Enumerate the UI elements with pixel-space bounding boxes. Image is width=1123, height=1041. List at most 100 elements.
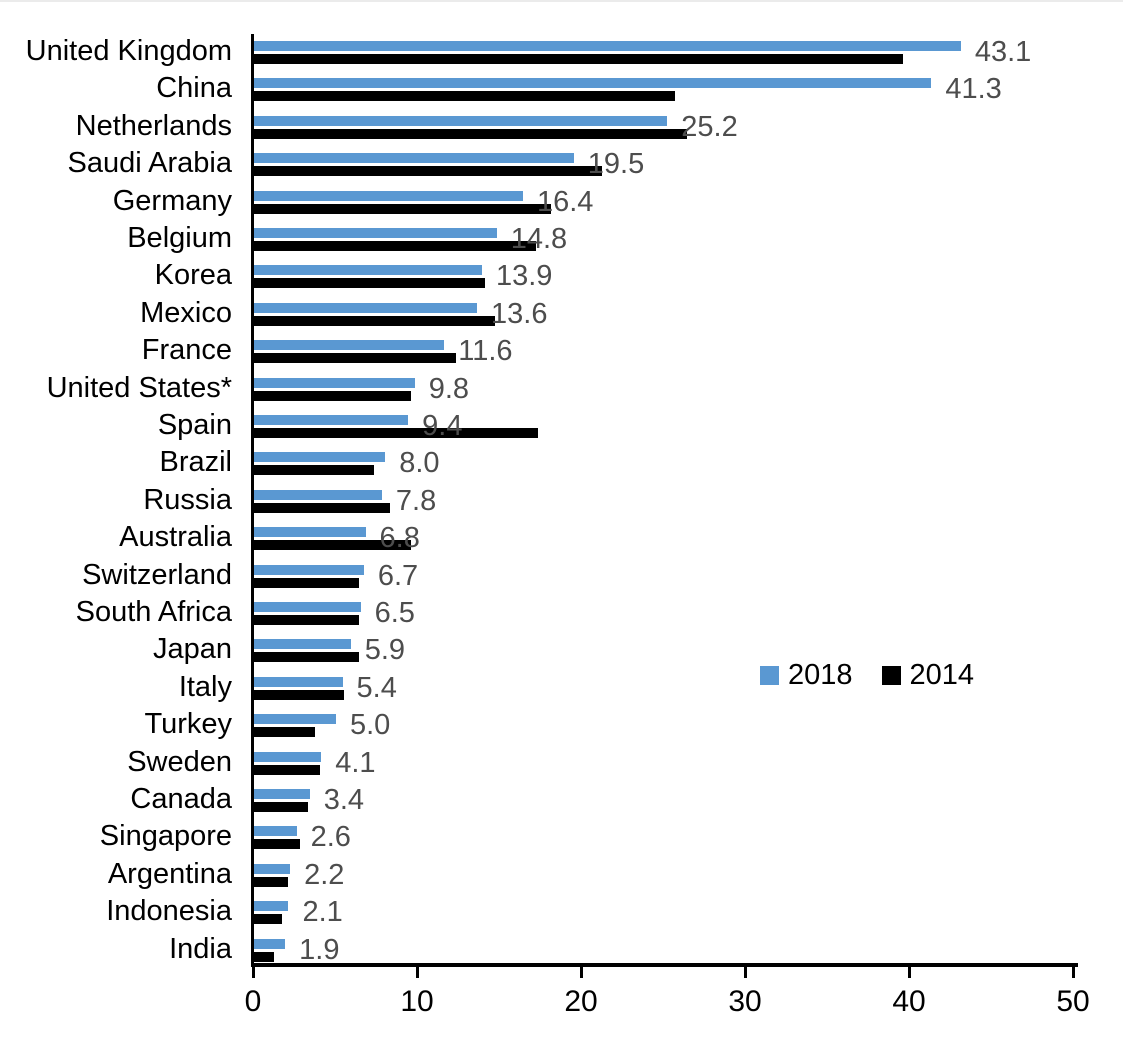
x-tick-label-0: 0 (244, 985, 262, 1018)
bar-2018-belgium (254, 228, 497, 238)
bar-2014-india (254, 951, 274, 962)
value-label-brazil: 8.0 (399, 447, 440, 480)
bar-2018-italy (254, 676, 343, 687)
top-border-line (0, 0, 1123, 2)
chart-legend: 2018 2014 (760, 659, 975, 691)
bar-2014-turkey (254, 727, 315, 738)
category-label-saudi-arabia: Saudi Arabia (67, 147, 232, 180)
value-label-sweden: 4.1 (335, 746, 376, 779)
category-label-turkey: Turkey (144, 708, 232, 741)
bar-2014-spain (254, 428, 538, 438)
y-axis-line (251, 34, 254, 967)
value-label-argentina: 2.2 (304, 858, 345, 891)
category-label-china: China (156, 72, 232, 105)
bar-2018-united-kingdom (254, 41, 961, 51)
legend-label-2014: 2014 (909, 659, 975, 691)
bar-2014-switzerland (254, 577, 359, 588)
value-label-singapore: 2.6 (310, 821, 351, 854)
category-label-germany: Germany (112, 184, 232, 217)
bar-2014-south-africa (254, 615, 359, 625)
x-tick-30 (744, 967, 747, 978)
bar-2014-japan (254, 652, 359, 663)
bar-2018-turkey (254, 714, 336, 725)
x-tick-10 (416, 967, 419, 978)
x-axis-line (251, 963, 1078, 967)
bar-2018-australia (254, 527, 366, 538)
value-label-switzerland: 6.7 (377, 559, 419, 592)
x-tick-label-40: 40 (892, 985, 926, 1018)
value-label-italy: 5.4 (356, 671, 397, 704)
category-label-japan: Japan (152, 633, 232, 666)
category-label-korea: Korea (154, 259, 232, 292)
category-label-argentina: Argentina (107, 857, 232, 890)
value-label-russia: 7.8 (395, 484, 437, 517)
x-tick-label-30: 30 (728, 985, 762, 1018)
bar-2018-russia (254, 489, 382, 500)
bar-2018-south-africa (254, 602, 361, 612)
category-label-netherlands: Netherlands (75, 109, 232, 142)
value-label-india: 1.9 (299, 933, 340, 966)
bar-2014-singapore (254, 839, 300, 850)
value-label-indonesia: 2.1 (302, 896, 343, 929)
category-label-united-kingdom: United Kingdom (25, 35, 232, 67)
category-label-canada: Canada (130, 783, 232, 815)
value-label-belgium: 14.8 (510, 223, 568, 255)
bar-2018-korea (254, 265, 482, 276)
category-label-india: India (169, 932, 232, 965)
value-label-united-states: 9.8 (428, 372, 470, 405)
bar-2014-mexico (254, 315, 496, 326)
category-label-russia: Russia (143, 483, 232, 516)
bar-2018-france (254, 340, 445, 351)
bar-2018-indonesia (254, 901, 289, 912)
bar-2018-spain (254, 415, 409, 425)
bar-2014-germany (254, 203, 551, 214)
value-label-saudi-arabia: 19.5 (587, 148, 645, 181)
value-label-spain: 9.4 (422, 410, 463, 442)
bar-2018-canada (254, 789, 310, 799)
bar-2018-sweden (254, 751, 322, 762)
value-label-canada: 3.4 (323, 784, 365, 816)
bar-2018-argentina (254, 863, 291, 874)
bar-2018-mexico (254, 302, 478, 313)
x-tick-label-20: 20 (564, 985, 598, 1018)
category-label-indonesia: Indonesia (106, 895, 232, 928)
bar-2014-sweden (254, 764, 320, 775)
bar-2018-singapore (254, 826, 297, 837)
category-label-sweden: Sweden (127, 745, 232, 778)
bar-2014-brazil (254, 465, 374, 476)
x-tick-50 (1072, 967, 1075, 978)
bar-2014-netherlands (254, 128, 687, 139)
bar-2014-korea (254, 278, 486, 289)
bar-2018-saudi-arabia (254, 153, 574, 164)
category-label-south-africa: South Africa (75, 596, 232, 628)
bar-2014-russia (254, 502, 391, 513)
category-label-italy: Italy (178, 670, 232, 703)
bar-2014-united-states (254, 390, 412, 401)
bar-2014-italy (254, 689, 345, 700)
legend-swatch-2014 (881, 665, 901, 685)
bar-2018-switzerland (254, 564, 364, 575)
x-tick-40 (908, 967, 911, 978)
legend-label-2018: 2018 (788, 659, 853, 691)
bar-2014-china (254, 91, 676, 102)
bar-2018-japan (254, 639, 351, 650)
value-label-japan: 5.9 (364, 634, 406, 667)
category-label-australia: Australia (119, 521, 232, 554)
bar-2014-canada (254, 802, 309, 812)
bar-2014-united-kingdom (254, 54, 904, 64)
category-label-spain: Spain (157, 409, 232, 441)
x-tick-0 (252, 967, 255, 978)
value-label-australia: 6.8 (379, 522, 420, 555)
value-label-mexico: 13.6 (491, 297, 548, 330)
category-label-france: France (141, 334, 232, 367)
x-tick-label-50: 50 (1056, 985, 1090, 1018)
bar-2014-belgium (254, 241, 537, 251)
bar-2014-france (254, 353, 456, 364)
bar-2014-indonesia (254, 914, 282, 925)
value-label-south-africa: 6.5 (374, 597, 415, 629)
value-label-united-kingdom: 43.1 (974, 36, 1032, 68)
bar-2018-netherlands (254, 115, 668, 126)
value-label-korea: 13.9 (495, 260, 553, 293)
category-label-brazil: Brazil (159, 446, 232, 479)
